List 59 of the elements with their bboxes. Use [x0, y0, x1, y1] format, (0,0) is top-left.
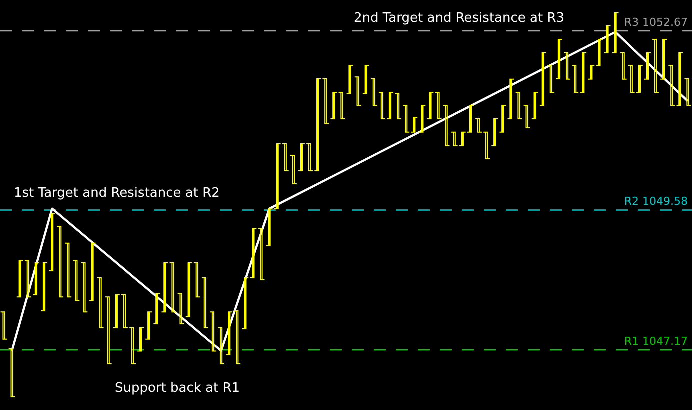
candlestick — [434, 92, 442, 120]
candlestick — [210, 312, 217, 352]
candlestick — [177, 293, 185, 325]
candlestick — [644, 52, 652, 80]
candlestick — [612, 12, 620, 54]
candlestick — [201, 277, 209, 328]
ref-line-label: R3 1052.67 — [624, 16, 688, 29]
candlestick — [88, 242, 96, 302]
candlestick — [523, 105, 531, 128]
candlestick — [145, 312, 153, 340]
candlestick — [72, 260, 80, 302]
candlestick — [258, 228, 266, 280]
annotation: 1st Target and Resistance at R2 — [14, 186, 220, 201]
candlestick — [491, 118, 499, 146]
candlestick — [48, 213, 56, 272]
candlestick — [56, 226, 64, 298]
candlestick — [161, 262, 169, 313]
candlestick — [499, 105, 507, 133]
candlestick — [442, 105, 450, 146]
candlestick — [153, 293, 161, 325]
ref-line-label: R1 1047.17 — [624, 335, 688, 348]
candlestick — [394, 93, 402, 120]
candlestick — [426, 92, 434, 120]
candlestick — [684, 78, 692, 106]
candlestick — [32, 262, 40, 296]
candlestick — [370, 78, 378, 106]
candlestick — [169, 262, 177, 313]
candlestick — [330, 92, 338, 120]
candlestick — [362, 65, 370, 94]
candlestick — [531, 92, 539, 120]
ref-line-label: R2 1049.58 — [624, 195, 688, 208]
candlestick — [564, 52, 571, 80]
candlestick — [604, 26, 612, 54]
candlestick — [660, 38, 668, 80]
candlestick — [80, 262, 88, 313]
candlestick — [547, 65, 555, 93]
candlestick — [64, 242, 72, 298]
annotation: 2nd Target and Resistance at R3 — [354, 11, 565, 26]
candlestick — [218, 327, 225, 364]
candlestick — [137, 327, 145, 352]
annotation: Support back at R1 — [115, 381, 240, 396]
candlestick — [234, 310, 242, 364]
candlestick — [290, 154, 298, 184]
candlestick — [338, 92, 346, 120]
candlestick — [354, 76, 362, 106]
candlestick — [620, 52, 628, 80]
candlestick — [0, 312, 8, 340]
candlestick — [8, 348, 16, 398]
candlestick — [418, 105, 426, 133]
candlestick — [539, 52, 547, 106]
candlestick — [104, 296, 112, 364]
candlestick — [96, 277, 104, 328]
candlestick — [507, 78, 515, 120]
candlestick — [346, 65, 354, 94]
candlestick — [226, 312, 234, 356]
candlestick — [652, 38, 660, 93]
candlestick — [556, 38, 563, 80]
candlestick — [515, 92, 523, 120]
candlestick — [40, 262, 48, 312]
